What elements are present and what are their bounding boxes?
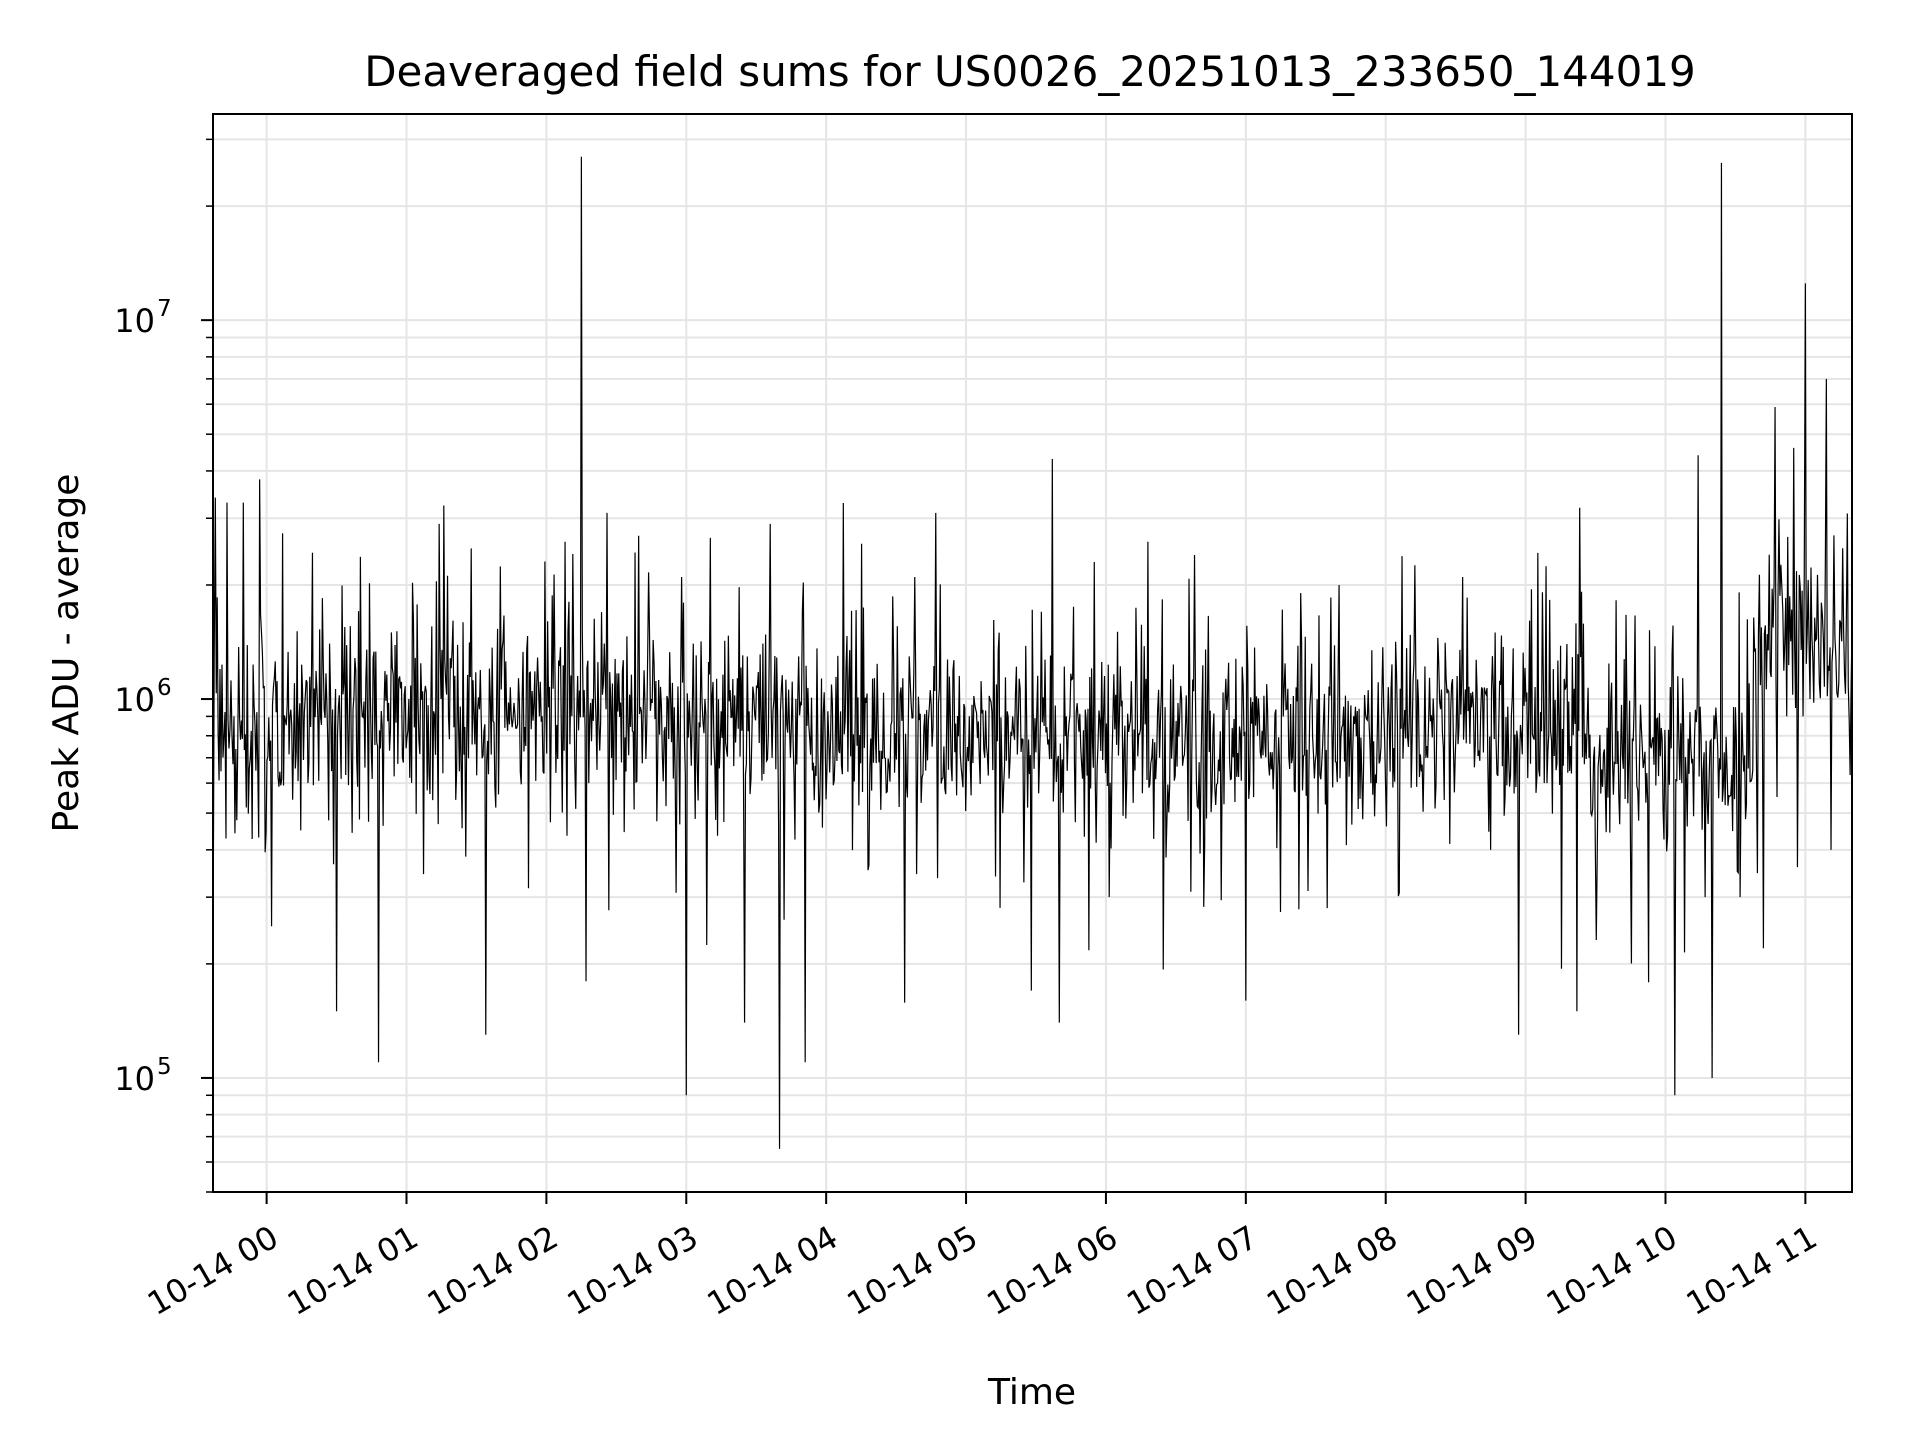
y-tick-base: 10 [114,302,155,340]
y-tick-label: 10 5 [114,1054,171,1098]
plot-frame [212,113,1853,1193]
y-tick-exponent: 7 [157,296,172,322]
y-tick-label: 10 6 [114,675,171,719]
y-tick-base: 10 [114,1060,155,1098]
y-tick-label: 10 7 [114,296,171,340]
chart-title: Deaveraged field sums for US0026_2025101… [364,47,1696,96]
y-axis-label: Peak ADU - average [46,474,87,833]
y-tick-exponent: 5 [157,1054,172,1080]
x-axis-label: Time [987,1372,1076,1413]
y-tick-base: 10 [114,681,155,719]
y-tick-exponent: 6 [157,675,172,701]
grid-lines [213,114,1852,1193]
series-layer [212,156,1853,1149]
series-line-0 [212,156,1853,1149]
